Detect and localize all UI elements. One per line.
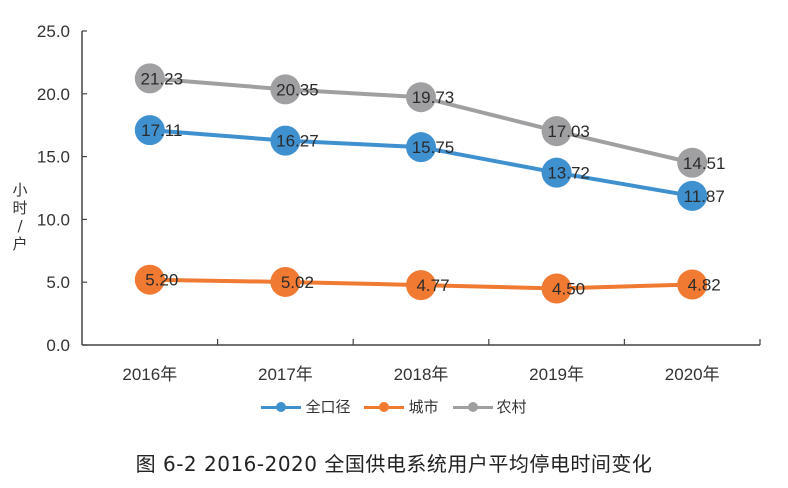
data-point: [134, 115, 165, 146]
legend-item: 全口径: [261, 396, 350, 417]
data-label: 13.72: [547, 164, 590, 183]
y-axis-label-char: 小: [12, 181, 27, 199]
data-label: 20.35: [276, 80, 319, 99]
x-tick-label: 2017年: [258, 365, 313, 384]
legend-swatch-icon: [364, 401, 405, 413]
y-axis-label-char: 时: [12, 199, 27, 217]
y-tick-label: 20.0: [37, 85, 70, 104]
data-point: [134, 63, 165, 94]
data-label: 4.77: [416, 276, 449, 295]
data-point: [270, 125, 301, 156]
data-label: 19.73: [412, 88, 455, 107]
data-point: [270, 74, 301, 105]
data-point: [541, 157, 572, 188]
data-label: 5.20: [145, 271, 178, 290]
legend: 全口径 城市 农村: [0, 396, 788, 417]
x-tick-label: 2018年: [394, 365, 449, 384]
y-axis-label-char: /: [17, 217, 23, 235]
legend-item: 农村: [452, 396, 527, 417]
data-label: 14.51: [683, 154, 726, 173]
x-axis-ticks: 2016年 2017年 2018年 2019年 2020年: [122, 339, 761, 384]
data-label: 11.87: [684, 187, 725, 206]
legend-label: 全口径: [305, 398, 351, 416]
line-chart: 0.05.010.015.020.025.0 2016年 2017年 2018年 20…: [12, 22, 761, 384]
y-tick-label: 5.0: [46, 273, 70, 292]
legend-label: 城市: [408, 398, 439, 416]
x-tick-label: 2020年: [665, 365, 720, 384]
figure-caption: 图 6-2 2016-2020 全国供电系统用户平均停电时间变化: [135, 452, 653, 476]
series-group: 17.11 16.27 15.75 13.72 11.87 5.20 5.02 4.77 4.5…: [134, 63, 726, 304]
data-point: [134, 264, 165, 295]
x-tick-label: 2019年: [529, 365, 584, 384]
data-point: [677, 147, 708, 178]
y-axis-label: 小时/户: [12, 181, 27, 253]
data-point: [406, 132, 436, 163]
y-tick-label: 15.0: [37, 148, 70, 167]
y-axis-ticks: 0.0 5.0 10.0 15.0 20.0 25.0: [37, 22, 87, 355]
data-label: 4.50: [552, 279, 585, 298]
legend-label: 农村: [496, 398, 527, 416]
data-label: 4.82: [688, 275, 721, 294]
data-point: [541, 116, 572, 147]
series-0: 17.11 16.27 15.75 13.72 11.87: [134, 115, 725, 211]
data-point: [677, 180, 708, 211]
data-point: [541, 273, 572, 304]
series-1: 5.20 5.02 4.77 4.50 4.82: [134, 264, 721, 304]
data-point: [406, 82, 436, 113]
y-axis-label-char: 户: [12, 235, 27, 253]
legend-item: 城市: [364, 396, 439, 417]
data-point: [270, 266, 301, 297]
data-label: 5.02: [281, 273, 314, 292]
data-label: 21.23: [141, 69, 184, 88]
x-tick-label: 2016年: [122, 365, 177, 384]
data-point: [677, 269, 708, 300]
data-label: 15.75: [412, 138, 455, 157]
data-label: 17.03: [547, 122, 590, 141]
y-tick-label: 10.0: [37, 210, 70, 229]
axes: [81, 31, 760, 346]
legend-swatch-icon: [452, 401, 493, 413]
legend-swatch-icon: [261, 401, 302, 413]
data-point: [406, 270, 436, 301]
y-tick-label: 0.0: [46, 336, 70, 355]
data-label: 16.27: [276, 132, 319, 151]
series-2: 21.23 20.35 19.73 17.03 14.51: [134, 63, 726, 178]
data-label: 17.11: [141, 121, 182, 140]
y-tick-label: 25.0: [37, 22, 70, 41]
